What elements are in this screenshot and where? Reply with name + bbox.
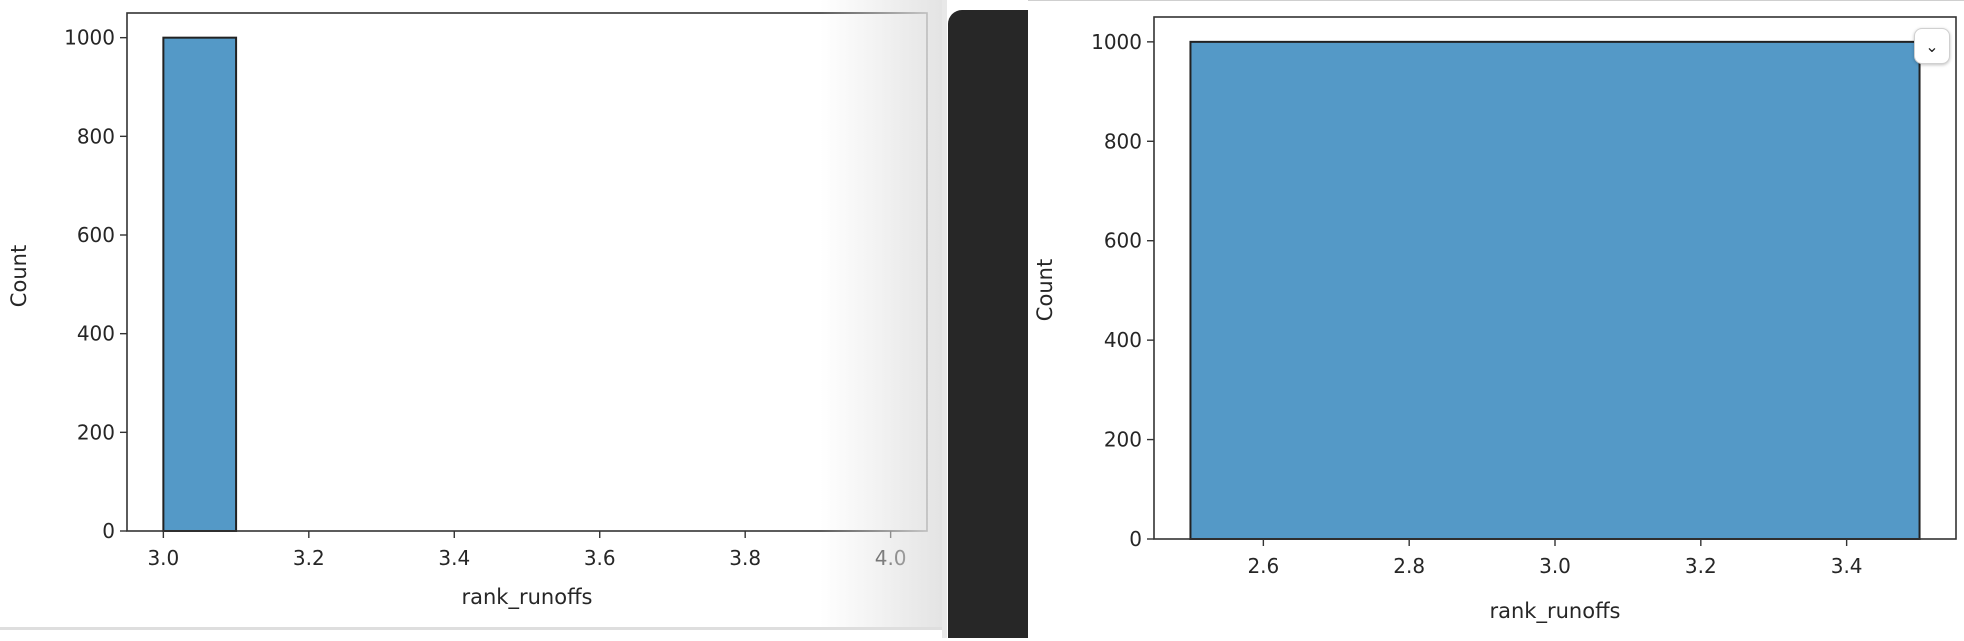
x-tick-label: 3.0 <box>1539 554 1571 578</box>
y-tick-label: 1000 <box>1091 30 1142 54</box>
x-tick-label: 3.8 <box>729 546 761 570</box>
x-tick-label: 3.0 <box>147 546 179 570</box>
x-tick-label: 4.0 <box>875 546 907 570</box>
histogram-bar <box>162 36 238 533</box>
x-tick-label: 3.6 <box>584 546 616 570</box>
panel-bottom-border <box>0 627 942 630</box>
x-tick-label: 2.8 <box>1393 554 1425 578</box>
x-tick-label: 3.2 <box>293 546 325 570</box>
x-axis-label: rank_runoffs <box>1490 599 1621 624</box>
y-axis-label: Count <box>1033 259 1057 321</box>
y-tick-label: 800 <box>77 124 115 148</box>
chevron-down-icon[interactable]: ⌄ <box>1914 28 1950 64</box>
x-tick-label: 2.6 <box>1247 554 1279 578</box>
y-tick-label: 600 <box>77 223 115 247</box>
histogram-right: 0 200 400 600 800 1000 2.6 2.8 3.0 3.2 3.4 rank_run… <box>1033 16 1957 624</box>
y-tick-label: 1000 <box>64 26 115 50</box>
y-tick-label: 400 <box>1104 328 1142 352</box>
left-output-panel: 0 200 400 600 800 1000 3.0 3.2 3.4 3.6 3.8 4.0 rank_… <box>0 0 942 638</box>
histogram-left: 0 200 400 600 800 1000 3.0 3.2 3.4 3.6 3.8 4.0 rank_… <box>7 12 928 610</box>
dark-gutter <box>948 10 1028 638</box>
y-tick-label: 800 <box>1104 129 1142 153</box>
y-tick-label: 0 <box>1129 527 1142 551</box>
y-tick-label: 200 <box>1104 428 1142 452</box>
x-tick-label: 3.4 <box>1831 554 1863 578</box>
y-tick-label: 600 <box>1104 229 1142 253</box>
right-output-panel: 0 200 400 600 800 1000 2.6 2.8 3.0 3.2 3.4 rank_run… <box>1028 0 1964 639</box>
x-tick-label: 3.4 <box>438 546 470 570</box>
axes-frame <box>126 12 928 532</box>
histogram-bar <box>1189 40 1921 540</box>
y-tick-label: 0 <box>102 519 115 543</box>
y-tick-label: 200 <box>77 420 115 444</box>
panel-divider[interactable] <box>942 0 947 638</box>
y-tick-label: 400 <box>77 322 115 346</box>
y-axis-label: Count <box>7 245 31 307</box>
x-tick-label: 3.2 <box>1685 554 1717 578</box>
x-axis-label: rank_runoffs <box>462 585 593 610</box>
